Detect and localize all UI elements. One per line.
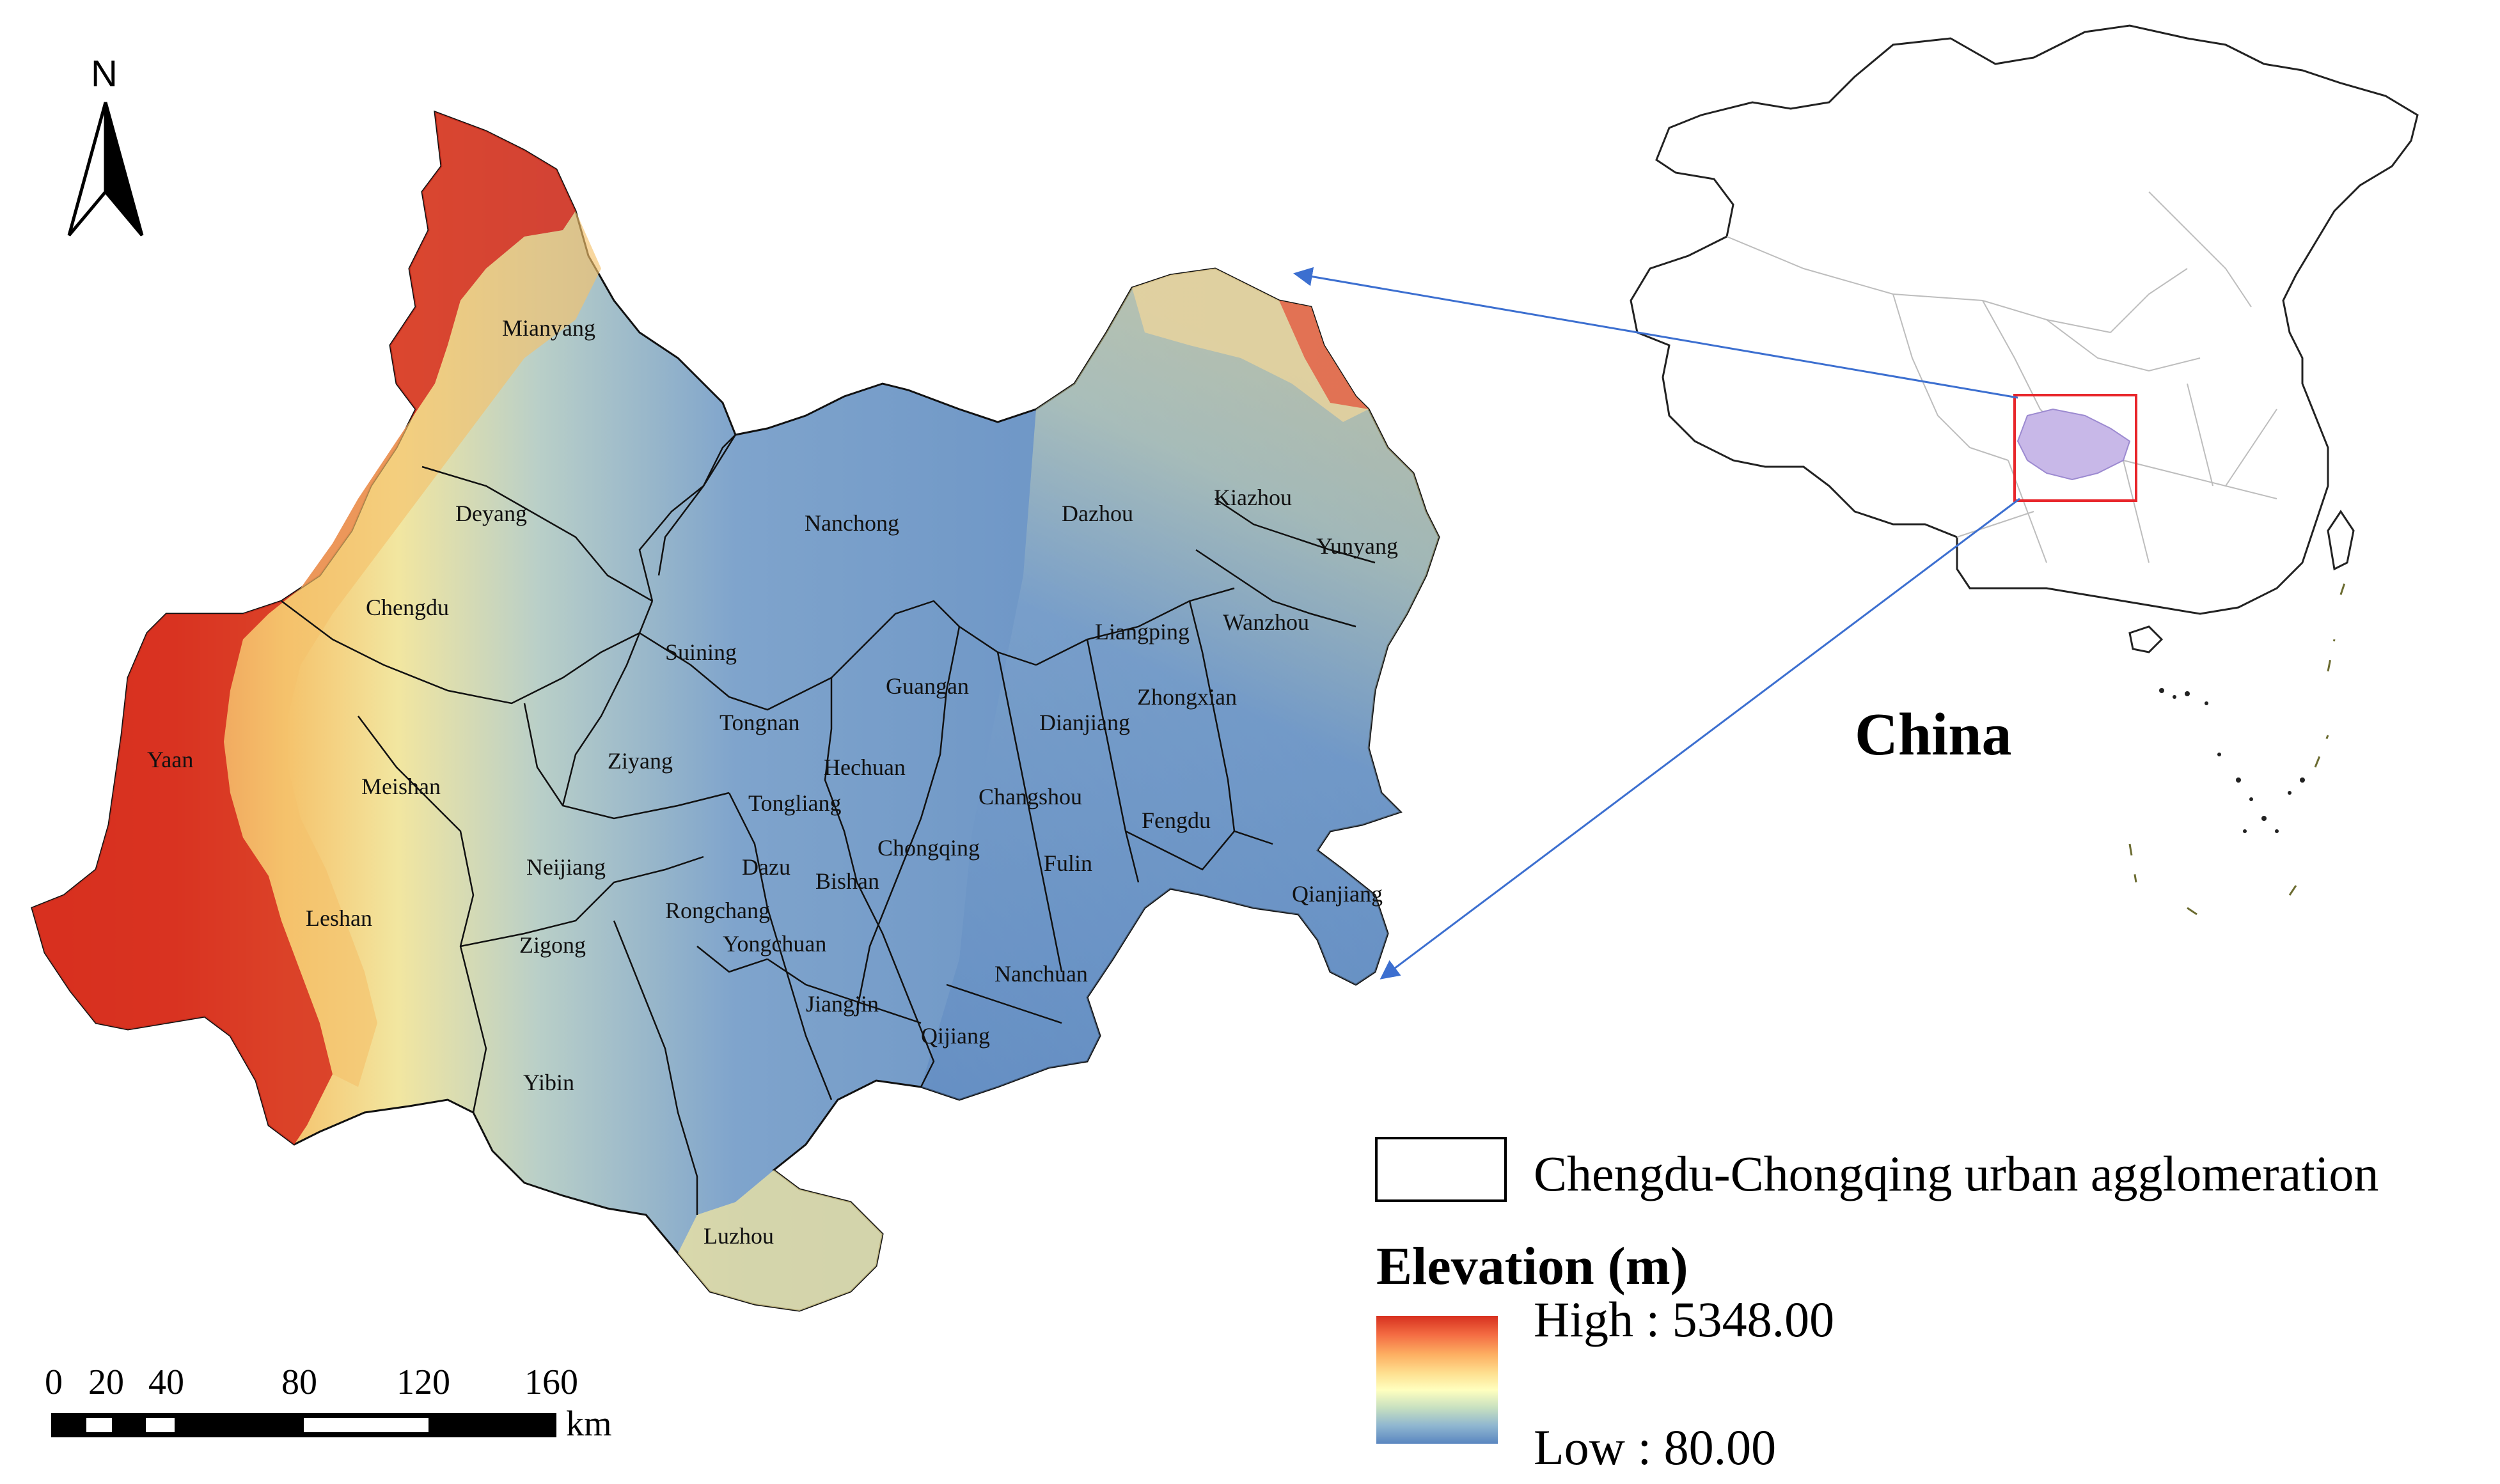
china-inset: China (1630, 24, 2419, 922)
label-tongliang: Tongliang (748, 790, 841, 816)
legend-low-label: Low : 80.00 (1534, 1419, 1776, 1475)
label-fulin: Fulin (1044, 850, 1092, 876)
label-kiazhou: Kiazhou (1214, 485, 1292, 510)
label-chengdu: Chengdu (366, 595, 449, 620)
label-suining: Suining (665, 639, 737, 665)
label-fengdu: Fengdu (1142, 808, 1211, 833)
label-jiangjin: Jiangjin (806, 991, 879, 1017)
north-arrow-icon (67, 102, 107, 237)
legend-high-label: High : 5348.00 (1534, 1292, 1834, 1347)
label-chongqing: Chongqing (877, 835, 980, 861)
label-dazhou: Dazhou (1062, 501, 1133, 526)
label-mianyang: Mianyang (502, 315, 595, 341)
label-ziyang: Ziyang (608, 748, 673, 774)
label-liangping: Liangping (1095, 619, 1190, 644)
label-bishan: Bishan (815, 868, 879, 894)
nine-dash-line (2128, 575, 2348, 922)
legend-region-label: Chengdu-Chongqing urban agglomeration (1534, 1146, 2378, 1201)
label-tongnan: Tongnan (719, 710, 799, 735)
label-zhongxian: Zhongxian (1137, 684, 1237, 710)
label-neijiang: Neijiang (526, 854, 606, 880)
label-nanchuan: Nanchuan (994, 961, 1088, 987)
scale-tick-40: 40 (148, 1363, 184, 1402)
scale-tick-120: 120 (397, 1363, 450, 1402)
label-luzhou: Luzhou (704, 1223, 774, 1249)
label-qianjiang: Qianjiang (1292, 881, 1383, 907)
label-changshou: Changshou (979, 784, 1082, 809)
study-area-map (31, 110, 1440, 1312)
china-outline (1630, 24, 2419, 615)
label-yongchuan: Yongchuan (723, 931, 826, 957)
foothills (224, 211, 601, 1087)
legend-elevation-ramp (1376, 1316, 1498, 1444)
eastern-hills (921, 269, 1439, 1100)
label-hechuan: Hechuan (824, 754, 906, 780)
south-china-sea-islands (2159, 688, 2305, 833)
legend-elevation-title: Elevation (m) (1376, 1237, 1688, 1296)
locator-arrow-top (1293, 267, 2018, 399)
label-dazu: Dazu (742, 854, 790, 880)
scale-tick-labels: 0 20 40 80 120 160 (45, 1363, 578, 1402)
inset-study-area (2017, 408, 2131, 481)
scale-tick-20: 20 (88, 1363, 124, 1402)
locator-arrows (1293, 267, 2020, 980)
label-qijiang: Qijiang (921, 1023, 990, 1049)
label-yunyang: Yunyang (1316, 533, 1398, 559)
inset-highlight-box (2013, 394, 2137, 502)
city-labels: Mianyang Deyang Chengdu Yaan Meishan Les… (147, 315, 1398, 1249)
label-rongchang: Rongchang (665, 898, 770, 923)
inset-title: China (1855, 701, 2012, 768)
label-wanzhou: Wanzhou (1223, 609, 1309, 635)
label-yibin: Yibin (523, 1070, 574, 1095)
label-meishan: Meishan (361, 774, 441, 799)
label-yaan: Yaan (147, 747, 193, 772)
north-arrow: N (67, 53, 144, 237)
district-boundaries (281, 434, 1376, 1215)
label-leshan: Leshan (306, 905, 372, 931)
scale-tick-160: 160 (524, 1363, 578, 1402)
western-mountains (32, 112, 576, 1144)
locator-arrow-bottom (1380, 497, 2020, 980)
province-lines (1726, 191, 2277, 563)
legend: Chengdu-Chongqing urban agglomeration El… (1375, 1137, 2378, 1475)
label-deyang: Deyang (455, 501, 527, 526)
label-zigong: Zigong (519, 932, 586, 958)
scale-tick-0: 0 (45, 1363, 63, 1402)
scale-bar: 0 20 40 80 120 160 km (45, 1363, 612, 1444)
scale-unit: km (566, 1404, 612, 1444)
southern-hills (678, 1170, 883, 1311)
label-nanchong: Nanchong (805, 510, 899, 536)
label-dianjiang: Dianjiang (1039, 710, 1130, 735)
label-guangan: Guangan (886, 673, 969, 699)
scale-tick-80: 80 (281, 1363, 317, 1402)
north-letter: N (91, 53, 118, 95)
legend-region-swatch (1375, 1137, 1507, 1202)
